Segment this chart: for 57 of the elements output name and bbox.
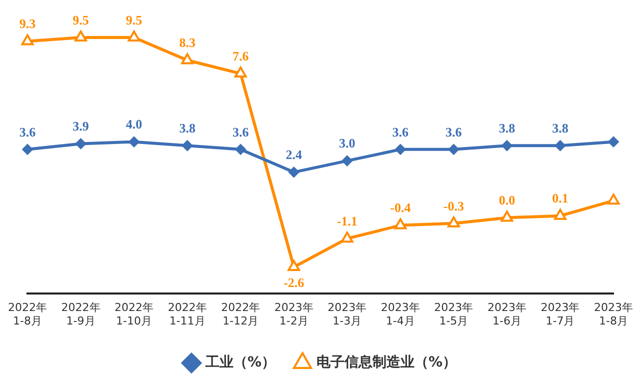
data-label: 0.1 xyxy=(552,190,568,206)
point xyxy=(501,140,512,152)
data-label: -2.6 xyxy=(284,274,305,290)
x-tick-label: 2022年 1-9月 xyxy=(61,301,100,328)
point xyxy=(182,140,193,152)
data-label: 3.8 xyxy=(552,120,569,136)
data-label: 3.6 xyxy=(232,124,250,140)
point xyxy=(500,210,514,222)
point xyxy=(234,66,247,78)
point xyxy=(607,194,620,205)
point xyxy=(288,166,300,178)
x-tick-label: 2023年 1-5月 xyxy=(434,301,474,328)
point xyxy=(554,208,566,220)
point xyxy=(128,136,140,148)
x-tick-label: 2023年 1-3月 xyxy=(328,301,367,328)
point xyxy=(340,232,354,243)
point xyxy=(554,140,566,152)
data-label: 3.6 xyxy=(446,124,462,140)
x-tick-label: 2023年 1-4月 xyxy=(380,301,420,328)
point xyxy=(235,144,246,155)
data-label: 9.3 xyxy=(19,16,36,32)
x-tick-label: 2023年 1-6月 xyxy=(487,301,526,328)
point xyxy=(75,138,86,150)
data-label: 7.6 xyxy=(232,48,250,64)
data-label: -0.3 xyxy=(443,198,464,214)
data-label: 2.4 xyxy=(286,147,302,162)
data-label: 9.5 xyxy=(72,12,90,28)
point xyxy=(608,136,620,148)
point xyxy=(288,260,300,272)
point xyxy=(394,144,406,155)
point xyxy=(448,144,460,155)
point xyxy=(342,155,353,166)
data-label: 4.0 xyxy=(126,116,142,132)
point xyxy=(394,218,407,230)
point xyxy=(22,144,33,155)
data-label: 8.3 xyxy=(179,35,196,50)
x-tick-label: 2022年 1-8月 xyxy=(8,301,47,328)
data-label: 3.8 xyxy=(179,120,196,136)
data-label: 3.8 xyxy=(498,120,516,136)
data-label: 3.9 xyxy=(72,118,90,134)
point xyxy=(181,53,194,64)
data-label: -1.1 xyxy=(336,213,358,228)
point xyxy=(447,216,460,228)
x-tick-label: 2023年 1-2月 xyxy=(274,301,314,328)
x-tick-label: 2023年 1-8月 xyxy=(594,301,634,328)
x-tick-label: 2022年 1-10月 xyxy=(114,301,154,328)
data-label: 9.5 xyxy=(126,12,143,28)
x-tick-label: 2022年 1-12月 xyxy=(221,301,260,328)
data-label: 3.6 xyxy=(19,124,36,140)
data-label: 3.6 xyxy=(392,124,410,140)
x-tick-label: 2023年 1-7月 xyxy=(540,301,580,328)
data-label: 3.0 xyxy=(339,136,356,151)
data-label: -0.4 xyxy=(390,200,412,216)
legend-label: 电子信息制造业（%） xyxy=(316,354,457,371)
legend-label: 工业（%） xyxy=(204,354,276,371)
x-tick-label: 2022年 1-11月 xyxy=(168,301,207,328)
data-label: 0.0 xyxy=(498,192,516,208)
